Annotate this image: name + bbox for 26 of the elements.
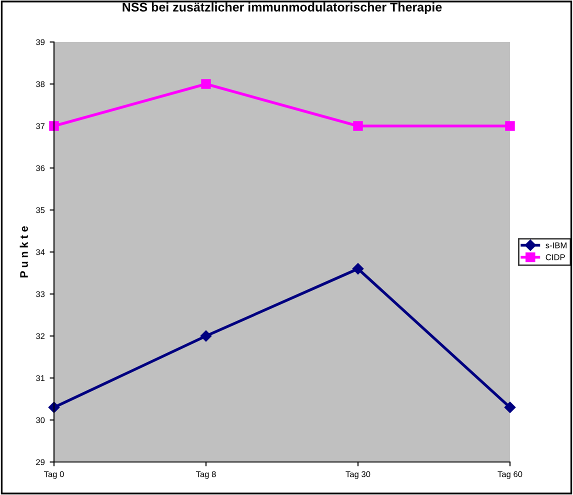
- x-tick-label: Tag 60: [498, 471, 522, 479]
- point: [201, 79, 211, 89]
- y-tick-label: 38: [36, 81, 45, 88]
- point: [49, 121, 59, 131]
- y-tick-label: 39: [36, 39, 45, 46]
- y-tick-label: 34: [36, 249, 45, 256]
- point: [353, 121, 363, 131]
- x-tick-label: Tag 0: [44, 471, 64, 479]
- y-tick-label: 35: [36, 207, 45, 214]
- y-tick-label: 31: [36, 375, 45, 382]
- y-tick-label: 30: [36, 417, 45, 424]
- x-tick-label: Tag 30: [346, 471, 370, 479]
- y-tick-label: 32: [36, 333, 45, 340]
- y-tick-label: 37: [36, 123, 45, 130]
- y-tick-label: 33: [36, 291, 45, 298]
- x-tick-label: Tag 8: [196, 471, 216, 479]
- legend-label: CIDP: [546, 254, 565, 260]
- legend-label: s-IBM: [546, 242, 566, 248]
- point: [505, 121, 515, 131]
- point: [200, 330, 212, 342]
- y-tick-label: 36: [36, 165, 45, 172]
- chart-title: NSS bei zusätzlicher immunmodulatorischer Therapie: [122, 2, 442, 14]
- y-tick-label: 29: [36, 459, 45, 466]
- y-axis-title: P u n k t e: [20, 226, 28, 278]
- point: [504, 402, 516, 414]
- point: [352, 263, 364, 274]
